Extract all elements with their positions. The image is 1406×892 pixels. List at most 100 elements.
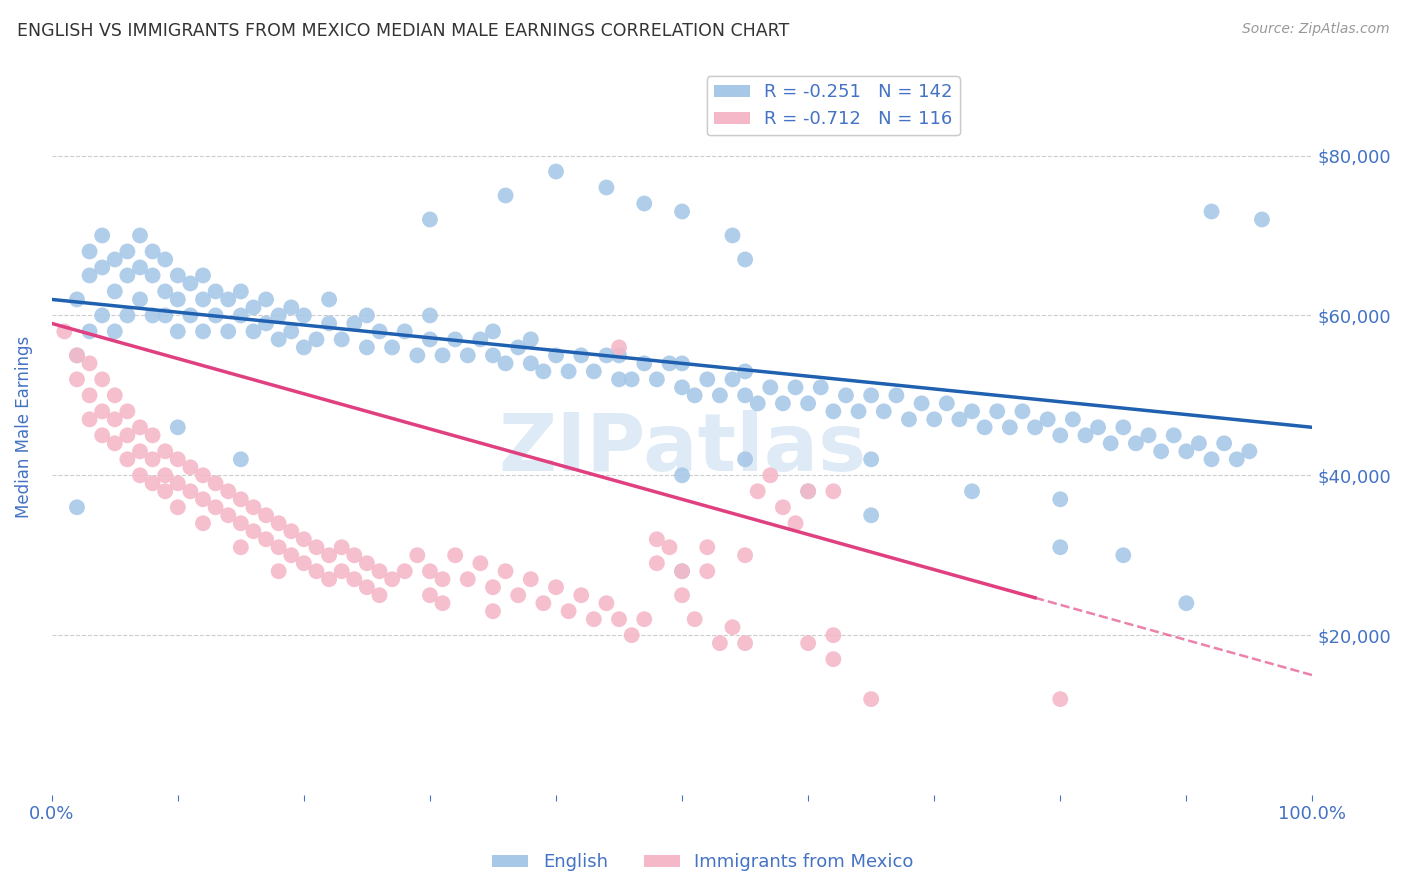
Point <box>330 564 353 578</box>
Point <box>671 468 693 483</box>
Point <box>419 309 441 323</box>
Point <box>470 556 492 570</box>
Point <box>671 380 693 394</box>
Point <box>91 428 114 442</box>
Point <box>785 380 807 394</box>
Point <box>607 372 630 386</box>
Point <box>860 388 883 402</box>
Point <box>117 268 139 283</box>
Point <box>935 396 957 410</box>
Point <box>1087 420 1109 434</box>
Point <box>759 468 782 483</box>
Point <box>1074 428 1097 442</box>
Point <box>544 580 567 594</box>
Point <box>520 332 543 346</box>
Point <box>797 484 820 499</box>
Point <box>229 285 252 299</box>
Point <box>166 500 188 515</box>
Point <box>823 484 845 499</box>
Point <box>973 420 995 434</box>
Point <box>848 404 870 418</box>
Point <box>406 348 429 362</box>
Point <box>91 309 114 323</box>
Point <box>191 492 214 507</box>
Point <box>823 652 845 666</box>
Point <box>1251 212 1274 227</box>
Point <box>772 500 794 515</box>
Point <box>179 484 201 499</box>
Point <box>166 325 188 339</box>
Point <box>645 533 668 547</box>
Point <box>797 636 820 650</box>
Point <box>129 260 152 275</box>
Point <box>117 244 139 259</box>
Point <box>129 420 152 434</box>
Point <box>166 452 188 467</box>
Point <box>1213 436 1236 450</box>
Point <box>1036 412 1059 426</box>
Point <box>444 548 467 562</box>
Point <box>1049 428 1071 442</box>
Point <box>142 309 165 323</box>
Point <box>645 556 668 570</box>
Point <box>696 541 718 555</box>
Point <box>191 293 214 307</box>
Point <box>280 301 302 315</box>
Point <box>582 364 605 378</box>
Point <box>305 332 328 346</box>
Point <box>66 348 89 362</box>
Point <box>1201 204 1223 219</box>
Point <box>204 500 226 515</box>
Point <box>508 588 530 602</box>
Point <box>343 572 366 586</box>
Point <box>381 340 404 354</box>
Point <box>254 293 277 307</box>
Point <box>117 428 139 442</box>
Point <box>544 348 567 362</box>
Point <box>53 325 76 339</box>
Point <box>1201 452 1223 467</box>
Point <box>217 484 239 499</box>
Point <box>873 404 896 418</box>
Point <box>495 356 517 370</box>
Point <box>117 404 139 418</box>
Point <box>1112 420 1135 434</box>
Point <box>292 533 315 547</box>
Point <box>986 404 1008 418</box>
Point <box>142 428 165 442</box>
Point <box>747 396 769 410</box>
Point <box>381 572 404 586</box>
Point <box>204 309 226 323</box>
Point <box>948 412 970 426</box>
Point <box>229 309 252 323</box>
Point <box>318 548 340 562</box>
Point <box>166 293 188 307</box>
Point <box>531 364 554 378</box>
Point <box>607 348 630 362</box>
Point <box>658 356 681 370</box>
Point <box>1226 452 1249 467</box>
Point <box>229 492 252 507</box>
Point <box>1049 692 1071 706</box>
Point <box>242 500 264 515</box>
Point <box>960 404 983 418</box>
Point <box>1137 428 1160 442</box>
Point <box>772 396 794 410</box>
Point <box>482 348 505 362</box>
Point <box>860 692 883 706</box>
Point <box>544 164 567 178</box>
Point <box>671 588 693 602</box>
Point <box>343 317 366 331</box>
Point <box>155 484 177 499</box>
Point <box>155 285 177 299</box>
Point <box>280 325 302 339</box>
Point <box>658 541 681 555</box>
Point <box>229 452 252 467</box>
Point <box>129 468 152 483</box>
Point <box>104 412 127 426</box>
Point <box>356 580 378 594</box>
Point <box>217 325 239 339</box>
Point <box>267 541 290 555</box>
Point <box>696 564 718 578</box>
Point <box>860 452 883 467</box>
